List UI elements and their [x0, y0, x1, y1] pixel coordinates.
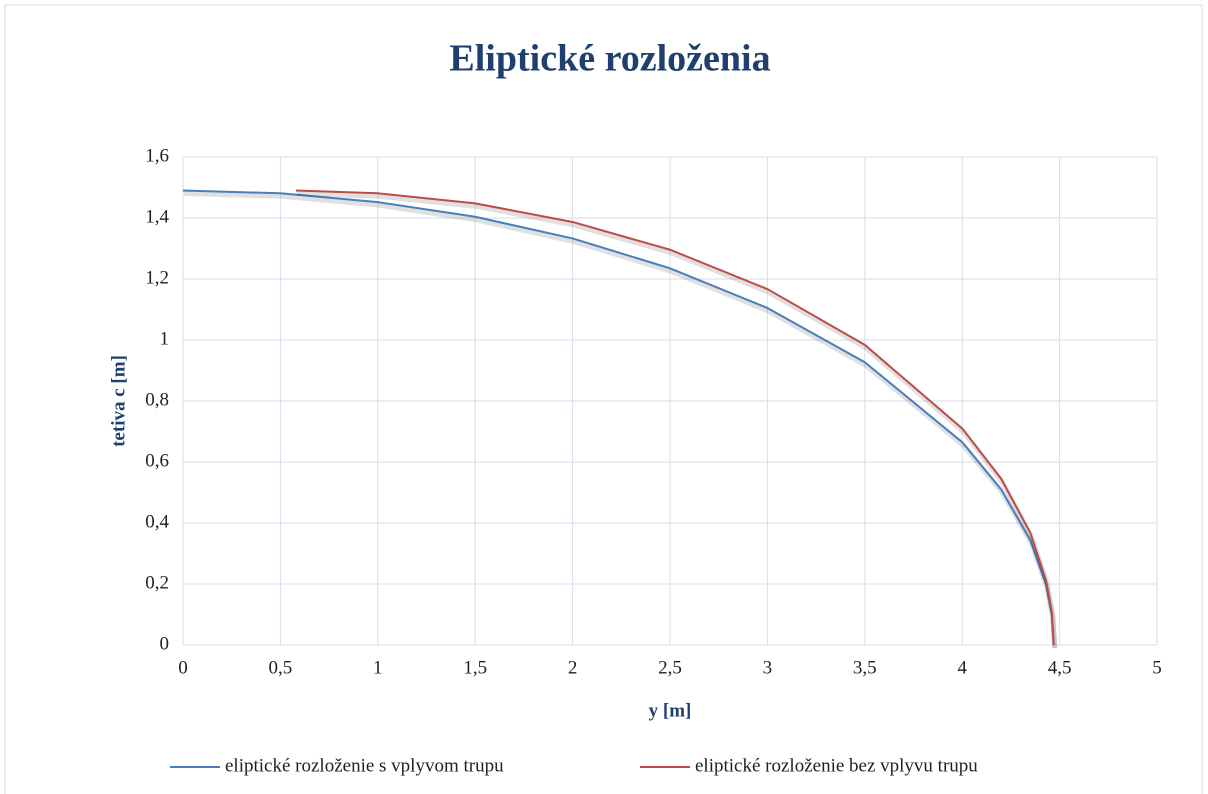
legend-label: eliptické rozloženie s vplyvom trupu [225, 755, 504, 776]
series-line [295, 189, 1055, 646]
y-axis-label: tetiva c [m] [108, 355, 129, 447]
x-tick-label: 1,5 [463, 657, 487, 678]
x-tick-label: 1 [373, 657, 383, 678]
y-tick-label: 0,4 [145, 511, 169, 532]
chart-border [4, 4, 1203, 794]
line-shadow [296, 191, 1058, 649]
x-tick-label: 4 [957, 657, 967, 678]
y-tick-label: 0,8 [145, 389, 169, 410]
x-tick-label: 0,5 [269, 657, 293, 678]
chart-title: Eliptické rozloženia [449, 38, 770, 80]
x-tick-label: 5 [1152, 657, 1162, 678]
y-tick-label: 1,4 [145, 206, 169, 227]
y-tick-label: 1 [160, 328, 170, 349]
x-tick-label: 0 [178, 657, 188, 678]
y-tick-label: 0 [160, 633, 170, 654]
x-tick-label: 4,5 [1048, 657, 1072, 678]
y-tick-label: 1,6 [145, 145, 169, 166]
legend-label: eliptické rozloženie bez vplyvu trupu [695, 755, 978, 776]
x-tick-label: 2,5 [658, 657, 682, 678]
x-tick-label: 3,5 [853, 657, 877, 678]
x-tick-label: 3 [763, 657, 773, 678]
series-line [182, 189, 1055, 646]
y-tick-label: 0,2 [145, 572, 169, 593]
y-tick-label: 0,6 [145, 450, 169, 471]
y-tick-label: 1,2 [145, 267, 169, 288]
line-shadow [183, 191, 1058, 649]
x-tick-label: 2 [568, 657, 578, 678]
x-axis-label: y [m] [649, 700, 692, 721]
